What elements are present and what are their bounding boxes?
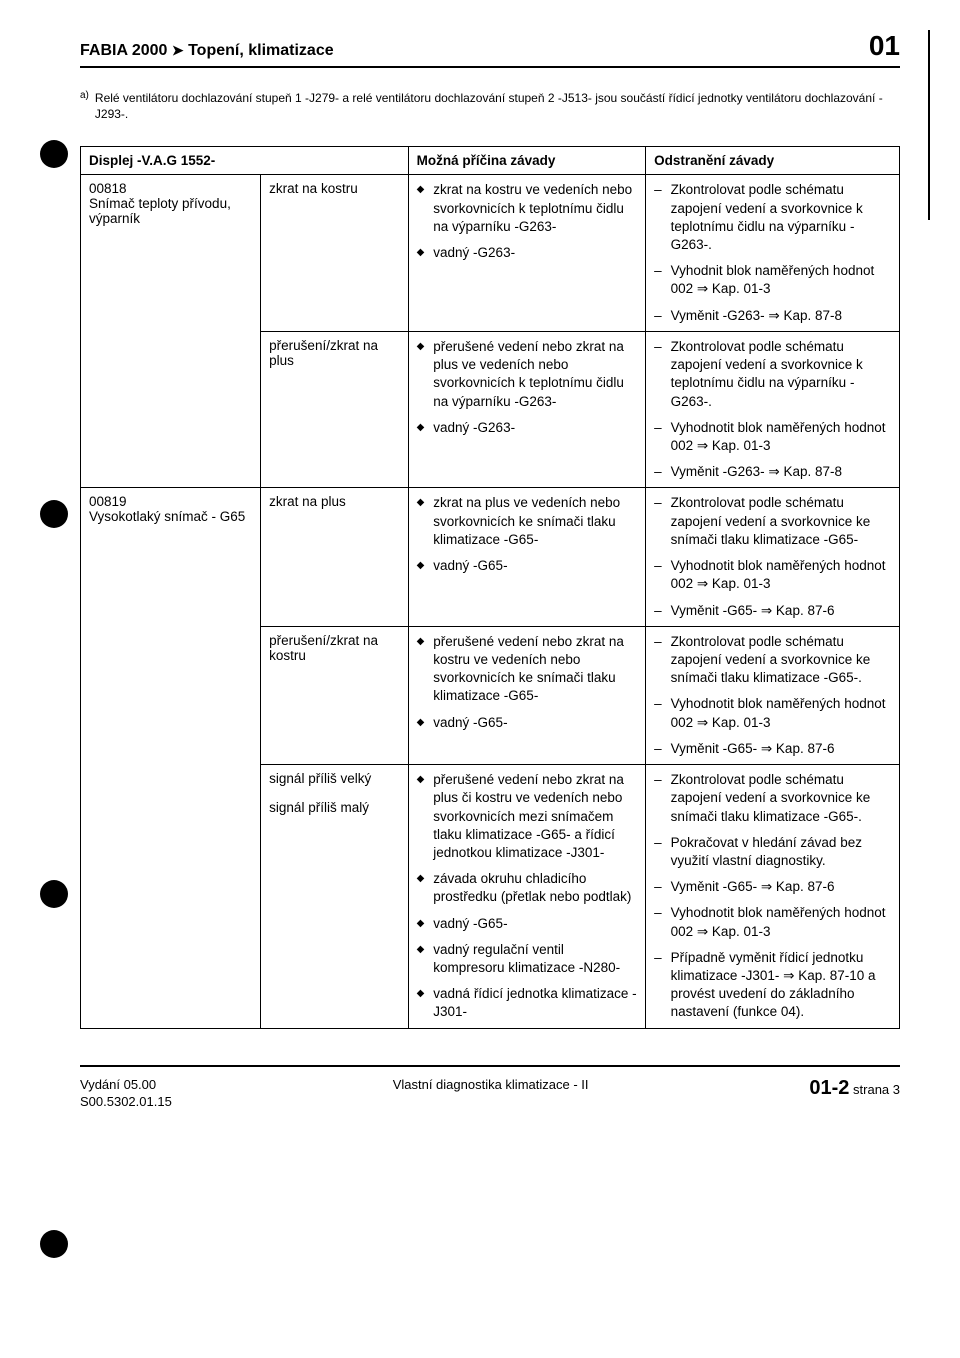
fix-item: Zkontrolovat podle schématu zapojení ved… (671, 771, 891, 826)
fault-code: 00819 (89, 494, 252, 509)
fixes-cell: Zkontrolovat podle schématu zapojení ved… (646, 488, 900, 626)
fix-item: Pokračovat v hledání závad bez využití v… (671, 834, 891, 870)
fault-title: Vysokotlaký snímač - G65 (89, 509, 252, 524)
causes-cell: přerušené vedení nebo zkrat na plus či k… (408, 765, 646, 1029)
header-prefix: FABIA 2000 (80, 42, 167, 59)
fault-title: Snímač teploty přívodu, výparník (89, 196, 252, 226)
fix-item: Vyhodnotit blok naměřených hodnot 002 ⇒ … (671, 695, 891, 731)
table-head-4: Odstranění závady (646, 147, 900, 175)
fault-code: 00818 (89, 181, 252, 196)
header-chapter: 01 (869, 30, 900, 62)
cause-item: vadný -G263- (433, 419, 515, 437)
fix-item: Vyhodnit blok naměřených hodnot 002 ⇒ Ka… (671, 262, 891, 298)
fix-item: Případně vyměnit řídicí jednotku klimati… (671, 949, 891, 1022)
page-footer: Vydání 05.00 S00.5302.01.15 Vlastní diag… (80, 1065, 900, 1111)
hole-dot (40, 140, 68, 168)
table-head-1: Displej -V.A.G 1552- (81, 147, 409, 175)
fixes-cell: Zkontrolovat podle schématu zapojení ved… (646, 626, 900, 764)
fault-id-cell: 00818 Snímač teploty přívodu, výparník (81, 175, 261, 488)
condition: signál příliš malý (269, 800, 399, 815)
fix-item: Zkontrolovat podle schématu zapojení ved… (671, 181, 891, 254)
fix-item: Zkontrolovat podle schématu zapojení ved… (671, 338, 891, 411)
cause-item: závada okruhu chladicího prostředku (pře… (433, 870, 637, 906)
table-row: 00819 Vysokotlaký snímač - G65 zkrat na … (81, 488, 900, 626)
hole-dot (40, 500, 68, 528)
cause-item: zkrat na kostru ve vedeních nebo svorkov… (433, 181, 637, 236)
fix-item: Vyhodnotit blok naměřených hodnot 002 ⇒ … (671, 419, 891, 455)
cause-item: vadný -G65- (433, 557, 507, 575)
page-header: FABIA 2000 ➤ Topení, klimatizace 01 (80, 30, 900, 68)
fix-item: Vyměnit -G65- ⇒ Kap. 87-6 (671, 740, 835, 758)
cause-item: vadný -G65- (433, 714, 507, 732)
table-header-row: Displej -V.A.G 1552- Možná příčina závad… (81, 147, 900, 175)
header-suffix: Topení, klimatizace (188, 42, 334, 59)
table-row: 00818 Snímač teploty přívodu, výparník z… (81, 175, 900, 332)
fix-item: Zkontrolovat podle schématu zapojení ved… (671, 494, 891, 549)
table-head-3: Možná příčina závady (408, 147, 646, 175)
condition: zkrat na plus (261, 488, 408, 626)
cause-item: přerušené vedení nebo zkrat na kostru ve… (433, 633, 637, 706)
fix-item: Vyměnit -G263- ⇒ Kap. 87-8 (671, 307, 842, 325)
cause-item: vadný -G263- (433, 244, 515, 262)
causes-cell: přerušené vedení nebo zkrat na plus ve v… (408, 331, 646, 488)
cause-item: zkrat na plus ve vedeních nebo svorkovni… (433, 494, 637, 549)
fixes-cell: Zkontrolovat podle schématu zapojení ved… (646, 765, 900, 1029)
footer-title: Vlastní diagnostika klimatizace - II (172, 1077, 810, 1092)
condition-cell: signál příliš velký signál příliš malý (261, 765, 408, 1029)
condition: signál příliš velký (269, 771, 399, 786)
fix-item: Vyhodnotit blok naměřených hodnot 002 ⇒ … (671, 904, 891, 940)
footnote-text: Relé ventilátoru dochlazování stupeň 1 -… (95, 90, 900, 122)
fix-item: Vyměnit -G65- ⇒ Kap. 87-6 (671, 878, 835, 896)
cause-item: vadná řídicí jednotka klimatizace -J301- (433, 985, 637, 1021)
hole-dot (40, 880, 68, 908)
footer-pagecode: 01-2 (809, 1077, 849, 1099)
cause-item: přerušené vedení nebo zkrat na plus ve v… (433, 338, 637, 411)
footnote-marker: a) (80, 90, 89, 122)
cause-item: vadný -G65- (433, 915, 507, 933)
causes-cell: zkrat na kostru ve vedeních nebo svorkov… (408, 175, 646, 332)
cause-item: vadný regulační ventil kompresoru klimat… (433, 941, 637, 977)
condition: přerušení/zkrat na kostru (261, 626, 408, 764)
side-rule (928, 30, 930, 220)
footnote: a) Relé ventilátoru dochlazování stupeň … (80, 90, 900, 122)
fix-item: Vyhodnotit blok naměřených hodnot 002 ⇒ … (671, 557, 891, 593)
footer-docid: S00.5302.01.15 (80, 1094, 172, 1111)
header-arrow: ➤ (172, 42, 184, 58)
hole-dot (40, 1230, 68, 1258)
fault-id-cell: 00819 Vysokotlaký snímač - G65 (81, 488, 261, 1028)
condition: přerušení/zkrat na plus (261, 331, 408, 488)
cause-item: přerušené vedení nebo zkrat na plus či k… (433, 771, 637, 862)
footer-pagenum: strana 3 (849, 1082, 900, 1097)
fix-item: Zkontrolovat podle schématu zapojení ved… (671, 633, 891, 688)
footer-edition: Vydání 05.00 (80, 1077, 172, 1094)
fixes-cell: Zkontrolovat podle schématu zapojení ved… (646, 175, 900, 332)
causes-cell: zkrat na plus ve vedeních nebo svorkovni… (408, 488, 646, 626)
fix-item: Vyměnit -G65- ⇒ Kap. 87-6 (671, 602, 835, 620)
condition: zkrat na kostru (261, 175, 408, 332)
causes-cell: přerušené vedení nebo zkrat na kostru ve… (408, 626, 646, 764)
fix-item: Vyměnit -G263- ⇒ Kap. 87-8 (671, 463, 842, 481)
fault-table: Displej -V.A.G 1552- Možná příčina závad… (80, 146, 900, 1028)
fixes-cell: Zkontrolovat podle schématu zapojení ved… (646, 331, 900, 488)
